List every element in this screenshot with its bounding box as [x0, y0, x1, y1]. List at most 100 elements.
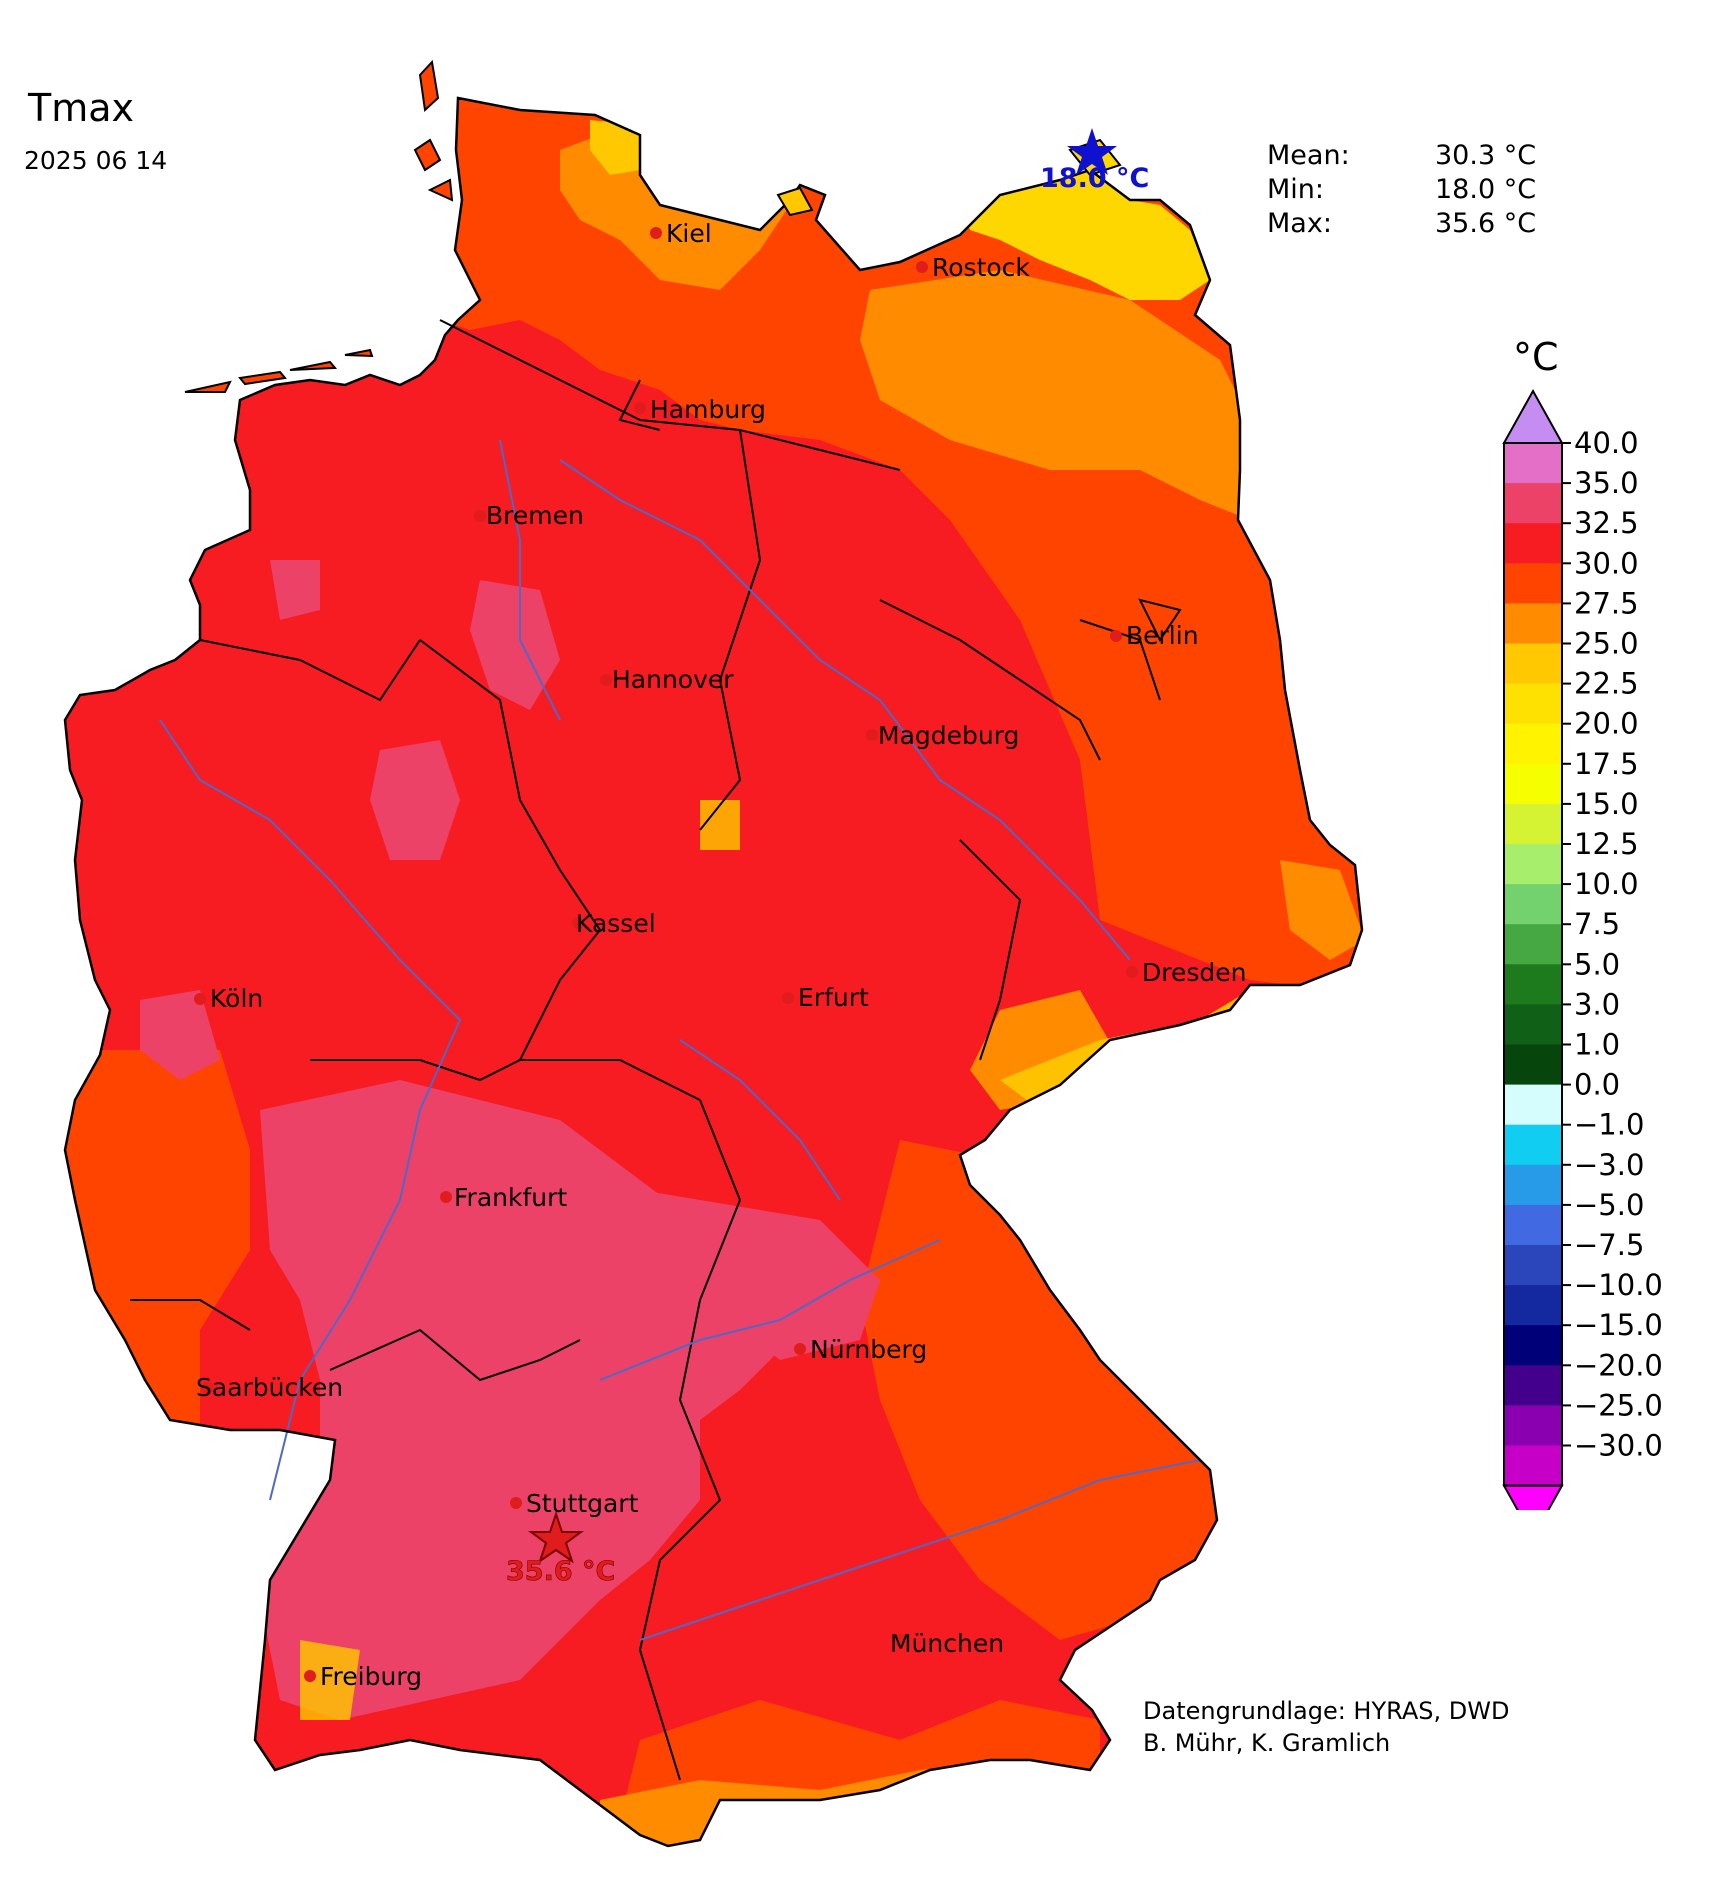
colorbar-band — [1504, 1285, 1562, 1326]
city-label-dresden: Dresden — [1142, 958, 1246, 987]
map-title: Tmax — [28, 86, 135, 130]
colorbar-band — [1504, 1084, 1562, 1126]
city-label-erfurt: Erfurt — [798, 983, 869, 1012]
colorbar-band — [1504, 1365, 1562, 1406]
colorbar-over-arrow — [1502, 388, 1564, 444]
colorbar-tick-label: 3.0 — [1574, 987, 1620, 1021]
max-temp-label: 35.6 °C — [506, 1556, 615, 1587]
colorbar-band — [1504, 1245, 1562, 1286]
colorbar-band — [1504, 844, 1562, 885]
state-borders — [130, 319, 1182, 1781]
colorbar-tick-label: −10.0 — [1574, 1268, 1663, 1302]
colorbar-band — [1504, 1124, 1562, 1166]
min-temp-marker: 18.0 °C — [1040, 128, 1149, 194]
stat-max-value: 35.6 °C — [1435, 208, 1537, 239]
city-frankfurt: Frankfurt — [440, 1183, 567, 1212]
colorbar-tick-label: 17.5 — [1574, 747, 1639, 781]
colorbar-tick-label: 40.0 — [1574, 426, 1639, 460]
city-saarbuecken: Saarbücken — [196, 1373, 343, 1402]
city-label-stuttgart: Stuttgart — [526, 1489, 639, 1518]
city-dresden: Dresden — [1126, 958, 1246, 987]
colorbar-band — [1504, 884, 1562, 925]
credit-authors: B. Mühr, K. Gramlich — [1143, 1729, 1391, 1757]
city-label-rostock: Rostock — [932, 253, 1030, 282]
colorbar-band — [1504, 563, 1562, 604]
colorbar-tick-label: 1.0 — [1574, 1028, 1620, 1062]
city-label-koeln: Köln — [210, 984, 263, 1013]
city-rostock: Rostock — [916, 253, 1030, 282]
colorbar-band — [1504, 803, 1562, 845]
city-label-kassel: Kassel — [576, 909, 656, 938]
stat-min-label: Min: — [1267, 174, 1325, 205]
city-erfurt: Erfurt — [782, 983, 869, 1012]
colorbar-tick-label: −7.5 — [1574, 1228, 1644, 1262]
colorbar-ticks: 40.0 35.0 32.5 30.0 27.5 25.0 22.5 20.0 17.5 15.0… — [1562, 426, 1663, 1463]
colorbar-band — [1504, 1044, 1562, 1086]
city-label-frankfurt: Frankfurt — [454, 1183, 567, 1212]
colorbar-bands — [1502, 388, 1564, 1510]
colorbar-tick-label: 15.0 — [1574, 787, 1639, 821]
colorbar-tick-label: −5.0 — [1574, 1188, 1644, 1222]
city-nuernberg: Nürnberg — [794, 1335, 927, 1364]
colorbar-band — [1504, 1445, 1562, 1487]
max-temp-marker: 35.6 °C — [506, 1510, 616, 1587]
colorbar-tick-label: 27.5 — [1574, 586, 1639, 620]
stat-max-label: Max: — [1267, 208, 1332, 239]
colorbar-band — [1504, 964, 1562, 1005]
city-label-berlin: Berlin — [1126, 621, 1199, 650]
colorbar-tick-label: 5.0 — [1574, 947, 1620, 981]
stat-min-value: 18.0 °C — [1435, 174, 1537, 205]
city-label-freiburg: Freiburg — [320, 1662, 422, 1691]
city-label-hamburg: Hamburg — [650, 395, 766, 424]
colorbar-tick-label: 0.0 — [1574, 1068, 1620, 1102]
city-bremen: Bremen — [474, 501, 584, 530]
city-label-hannover: Hannover — [612, 665, 734, 694]
city-koeln: Köln — [194, 984, 263, 1013]
colorbar-tick-label: −20.0 — [1574, 1348, 1663, 1382]
germany-map: Kiel Rostock Hamburg Bremen Berlin Hanno… — [63, 59, 1364, 1848]
rivers — [159, 439, 1201, 1641]
colorbar-band — [1504, 924, 1562, 965]
colorbar-band — [1504, 1164, 1562, 1206]
min-temp-label: 18.0 °C — [1040, 163, 1149, 194]
colorbar-band — [1504, 1405, 1562, 1446]
city-label-kiel: Kiel — [666, 219, 712, 248]
colorbar: 40.0 35.0 32.5 30.0 27.5 25.0 22.5 20.0 17.5 15.0… — [1502, 388, 1663, 1510]
colorbar-tick-label: 22.5 — [1574, 667, 1639, 701]
colorbar-band — [1504, 643, 1562, 685]
stat-mean-label: Mean: — [1267, 140, 1350, 171]
city-magdeburg: Magdeburg — [866, 721, 1019, 750]
colorbar-band — [1504, 683, 1562, 725]
city-hannover: Hannover — [600, 665, 734, 694]
colorbar-tick-label: 12.5 — [1574, 827, 1639, 861]
colorbar-band — [1504, 603, 1562, 644]
city-label-bremen: Bremen — [486, 501, 584, 530]
stat-mean-value: 30.3 °C — [1435, 140, 1537, 171]
colorbar-tick-label: −30.0 — [1574, 1429, 1663, 1463]
colorbar-tick-label: 7.5 — [1574, 907, 1620, 941]
credit-source: Datengrundlage: HYRAS, DWD — [1143, 1697, 1510, 1725]
colorbar-tick-label: 25.0 — [1574, 627, 1639, 661]
city-label-nuernberg: Nürnberg — [810, 1335, 927, 1364]
colorbar-tick-label: −15.0 — [1574, 1308, 1663, 1342]
colorbar-tick-label: 20.0 — [1574, 707, 1639, 741]
colorbar-tick-label: −25.0 — [1574, 1388, 1663, 1422]
colorbar-tick-label: 30.0 — [1574, 546, 1639, 580]
city-kassel: Kassel — [572, 909, 656, 938]
city-label-magdeburg: Magdeburg — [878, 721, 1019, 750]
city-label-saarbuecken: Saarbücken — [196, 1373, 343, 1402]
city-freiburg: Freiburg — [304, 1662, 422, 1691]
city-berlin: Berlin — [1110, 621, 1199, 650]
colorbar-tick-label: 35.0 — [1574, 466, 1639, 500]
colorbar-band — [1504, 763, 1562, 805]
colorbar-band — [1504, 723, 1562, 765]
colorbar-band — [1504, 1325, 1562, 1366]
colorbar-tick-label: −3.0 — [1574, 1148, 1644, 1182]
city-stuttgart: Stuttgart — [510, 1489, 639, 1518]
colorbar-band — [1504, 1204, 1562, 1246]
colorbar-tick-label: 10.0 — [1574, 867, 1639, 901]
city-kiel: Kiel — [650, 219, 712, 248]
city-hamburg: Hamburg — [634, 395, 766, 424]
colorbar-unit: °C — [1513, 335, 1559, 379]
city-labels: Kiel Rostock Hamburg Bremen Berlin Hanno… — [194, 219, 1246, 1691]
